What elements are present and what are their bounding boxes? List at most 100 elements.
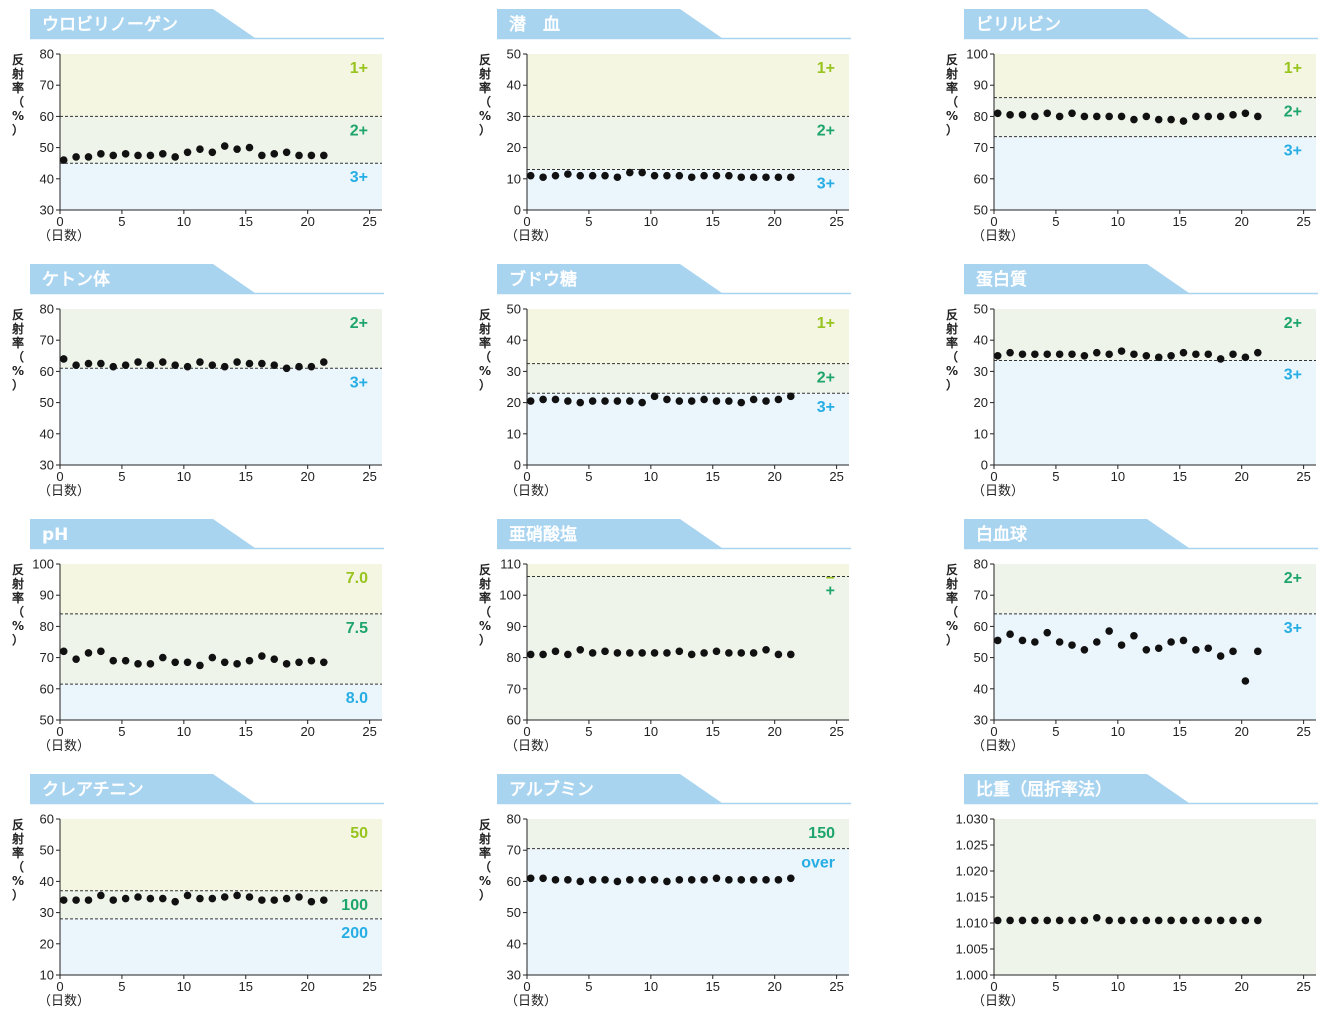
band-1 [60, 116, 382, 163]
x-tick-label: 5 [585, 724, 592, 739]
data-point [787, 874, 795, 882]
data-point [1167, 638, 1175, 646]
data-point [700, 172, 708, 180]
y-axis-label: 反射率（%） [478, 307, 491, 392]
data-point [688, 876, 696, 884]
x-tick-label: 0 [56, 724, 63, 739]
data-point [1180, 917, 1188, 925]
band-label: 2+ [817, 370, 835, 387]
y-tick-label: 1.030 [955, 812, 988, 827]
x-tick-label: 0 [990, 724, 997, 739]
y-axis-label: 反射率（%） [11, 307, 24, 392]
data-point [527, 874, 535, 882]
data-point [1167, 116, 1175, 124]
x-tick-label: 20 [300, 724, 314, 739]
data-point [1068, 641, 1076, 649]
x-tick-label: 25 [829, 469, 843, 484]
x-tick-label: 5 [118, 724, 125, 739]
band-0 [527, 309, 849, 364]
data-point [1192, 113, 1200, 121]
data-point [651, 876, 659, 884]
x-axis-label: （日数） [38, 739, 90, 754]
y-tick-label: 1.015 [955, 890, 988, 905]
band-label: 3+ [817, 175, 835, 192]
data-point [1043, 917, 1051, 925]
y-axis-label: 反射率（%） [478, 562, 491, 647]
y-tick-label: 10 [974, 426, 988, 441]
y-tick-label: 30 [40, 458, 54, 473]
x-axis-label: （日数） [38, 484, 90, 499]
data-point [221, 658, 229, 666]
data-point [1242, 109, 1250, 117]
y-tick-label: 60 [40, 681, 54, 696]
data-point [750, 649, 758, 657]
data-point [1254, 113, 1262, 121]
data-point [270, 655, 278, 663]
x-tick-label: 5 [585, 469, 592, 484]
data-point [676, 172, 684, 180]
y-tick-label: 30 [974, 364, 988, 379]
data-point [576, 878, 584, 886]
data-point [1068, 109, 1076, 117]
y-tick-label: 50 [507, 905, 521, 920]
data-point [1192, 917, 1200, 925]
data-point [171, 898, 179, 906]
data-point [576, 646, 584, 654]
data-point [1167, 917, 1175, 925]
data-point [1081, 646, 1089, 654]
y-tick-label: 80 [507, 650, 521, 665]
data-point [601, 397, 609, 405]
y-tick-label: 1.020 [955, 864, 988, 879]
band-1 [60, 891, 382, 919]
y-tick-label: 50 [974, 650, 988, 665]
data-point [762, 876, 770, 884]
data-point [614, 878, 622, 886]
data-point [750, 173, 758, 181]
band-1 [994, 360, 1316, 465]
x-tick-label: 15 [1173, 724, 1187, 739]
y-tick-label: 80 [40, 302, 54, 317]
x-tick-label: 5 [1052, 469, 1059, 484]
data-point [196, 662, 204, 670]
data-point [1019, 350, 1027, 358]
y-tick-label: 40 [507, 936, 521, 951]
data-point [725, 397, 733, 405]
y-tick-label: 40 [974, 333, 988, 348]
data-point [1019, 637, 1027, 645]
data-point [221, 363, 229, 371]
y-tick-label: 30 [507, 364, 521, 379]
data-point [713, 648, 721, 656]
data-point [626, 169, 634, 177]
data-point [1019, 111, 1027, 119]
x-tick-label: 15 [706, 469, 720, 484]
data-point [688, 397, 696, 405]
data-point [1031, 113, 1039, 121]
x-tick-label: 15 [239, 979, 253, 994]
data-point [994, 917, 1002, 925]
data-point [1130, 116, 1138, 124]
data-point [233, 145, 241, 153]
x-axis-label: （日数） [505, 994, 557, 1009]
band-1 [60, 614, 382, 684]
x-tick-label: 15 [706, 214, 720, 229]
band-label: 7.5 [346, 620, 368, 637]
y-axis-label: 反射率（%） [945, 562, 958, 647]
x-tick-label: 0 [56, 214, 63, 229]
chart-svg: 白血球2+3+3040506070800 5 10 15 20 25（日数）反射率（%） [934, 510, 1323, 760]
data-point [295, 893, 303, 901]
band-label: 2+ [1284, 570, 1302, 587]
x-axis-label: （日数） [505, 739, 557, 754]
y-tick-label: 40 [507, 333, 521, 348]
x-tick-label: 5 [118, 979, 125, 994]
y-tick-label: 50 [507, 302, 521, 317]
band-label: + [826, 582, 835, 599]
x-tick-label: 25 [829, 724, 843, 739]
data-point [651, 649, 659, 657]
data-point [308, 657, 316, 665]
data-point [626, 397, 634, 405]
chart-panel-6: pH 7.0 7.5 8.0 50 60 70 80 90 100 0 5 10 15 20 25 （日数） 反射… [0, 510, 400, 760]
data-point [270, 896, 278, 904]
y-tick-label: 80 [974, 557, 988, 572]
y-tick-label: 60 [974, 619, 988, 634]
data-point [209, 895, 217, 903]
